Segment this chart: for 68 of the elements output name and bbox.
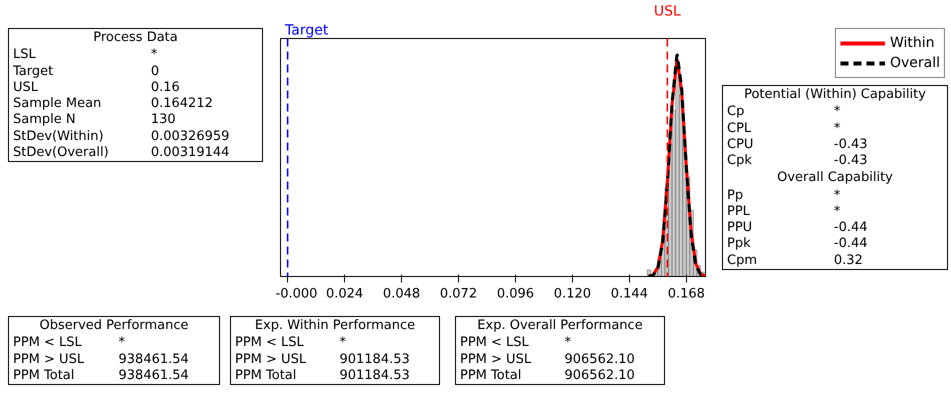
text: -0.43	[832, 136, 869, 153]
text: PPM < LSL	[459, 335, 530, 352]
text: 906562.10	[563, 368, 636, 384]
text: *	[832, 188, 842, 204]
text: PPM Total	[234, 368, 298, 384]
x-tick-label: -0.000	[276, 286, 318, 302]
text: PPM > USL	[459, 352, 532, 368]
text: Cp	[726, 104, 746, 120]
text: 938461.54	[118, 368, 190, 384]
text: -0.44	[832, 220, 869, 236]
text: 0.164212	[150, 96, 214, 112]
text: StDev(Overall)	[12, 144, 110, 161]
ref-line-label: USL	[654, 4, 682, 20]
text: Observed Performance	[38, 317, 190, 335]
text: Potential (Within) Capability	[743, 86, 927, 104]
text: Exp. Within Performance	[254, 317, 416, 335]
text: 0.00319144	[150, 144, 230, 161]
x-tick-label: 0.072	[440, 286, 478, 302]
text: Cpm	[726, 252, 758, 269]
text: *	[832, 120, 842, 137]
text: 0	[150, 64, 160, 80]
legend-label: Within	[890, 35, 935, 51]
text: Ppk	[726, 236, 752, 252]
text: Pp	[726, 188, 744, 204]
text: LSL	[12, 47, 37, 64]
text: *	[338, 335, 347, 352]
x-tick-label: 0.024	[326, 286, 364, 302]
text: 938461.54	[118, 352, 190, 368]
text: Sample N	[12, 112, 77, 128]
x-tick-label: 0.096	[496, 286, 534, 302]
text: Target	[12, 64, 54, 80]
text: *	[563, 335, 572, 352]
x-tick-label: 0.120	[554, 286, 592, 302]
text: CPU	[726, 136, 754, 153]
text: *	[832, 104, 842, 120]
text: PPU	[726, 220, 754, 236]
text: 901184.53	[338, 352, 411, 368]
x-tick-label: 0.144	[610, 286, 648, 302]
text: Overall Capability	[776, 169, 894, 188]
text: 0.16	[150, 80, 181, 96]
legend-label: Overall	[890, 55, 940, 71]
text: PPM < LSL	[12, 335, 83, 352]
text: PPM < LSL	[234, 335, 305, 352]
text: -0.44	[832, 236, 869, 252]
text: CPL	[726, 120, 752, 137]
text: PPM > USL	[12, 352, 86, 368]
text: PPM > USL	[234, 352, 308, 368]
text: -0.43	[832, 153, 869, 170]
text: *	[832, 204, 842, 220]
text: USL	[12, 80, 40, 96]
text: *	[150, 47, 158, 64]
text: PPL	[726, 204, 751, 220]
text: 906562.10	[563, 352, 636, 368]
text: PPM Total	[459, 368, 522, 384]
ref-line-label: Target	[284, 22, 329, 38]
text: Sample Mean	[12, 96, 102, 112]
x-tick-label: 0.168	[668, 286, 705, 302]
text: Process Data	[92, 29, 179, 47]
text: StDev(Within)	[12, 128, 105, 145]
text: Exp. Overall Performance	[476, 317, 644, 335]
text: 130	[150, 112, 177, 128]
text: *	[118, 335, 126, 352]
text: Cpk	[726, 153, 753, 170]
text: 901184.53	[338, 368, 411, 384]
text: PPM Total	[12, 368, 76, 384]
x-tick-label: 0.048	[382, 286, 420, 302]
text: 0.00326959	[150, 128, 230, 145]
text: 0.32	[832, 252, 864, 269]
